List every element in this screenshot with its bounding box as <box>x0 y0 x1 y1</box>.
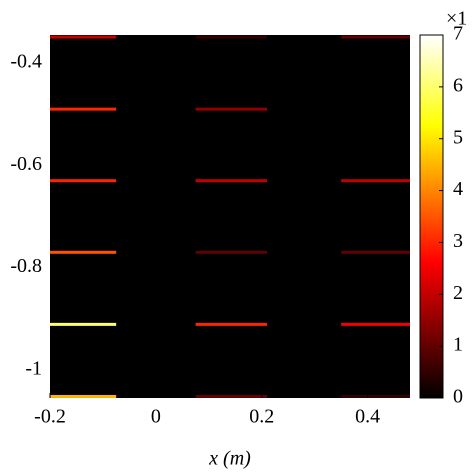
heat-streak <box>50 107 117 111</box>
colorbar-tick-label: 2 <box>453 282 463 304</box>
colorbar-label: ×1 <box>446 8 467 30</box>
colorbar-tick-label: 5 <box>453 126 463 148</box>
heat-streak <box>195 107 268 111</box>
heat-streak <box>341 322 410 326</box>
heat-streak <box>50 35 117 39</box>
colorbar-tick-label: 1 <box>453 334 463 356</box>
heat-streak <box>195 250 268 254</box>
x-tick-label: 0.2 <box>249 406 274 428</box>
heat-streak <box>50 394 117 398</box>
x-axis-label: x (m) <box>208 448 251 470</box>
y-tick-label: -1 <box>25 357 42 379</box>
heat-streak <box>195 179 268 183</box>
plot-area <box>50 35 410 398</box>
heat-streak <box>50 179 117 183</box>
heat-streak <box>195 394 268 398</box>
x-tick-label: 0.4 <box>355 406 380 428</box>
heat-streak <box>341 179 410 183</box>
colorbar-tick-label: 4 <box>453 178 463 200</box>
y-tick-label: -0.4 <box>10 51 42 73</box>
colorbar-tick-label: 3 <box>453 230 463 252</box>
heat-streak <box>195 35 268 39</box>
y-tick-label: -0.6 <box>10 153 42 175</box>
heat-streak <box>195 322 268 326</box>
colorbar-tick-label: 7 <box>453 23 463 45</box>
heat-streak <box>50 322 117 326</box>
colorbar <box>419 34 444 399</box>
colorbar-tick-label: 0 <box>453 386 463 408</box>
heat-streak <box>341 35 410 39</box>
heat-streak <box>341 394 410 398</box>
x-tick-label: 0 <box>151 406 161 428</box>
y-tick-label: -0.8 <box>10 255 42 277</box>
heat-streak <box>50 250 117 254</box>
heat-streak <box>341 250 410 254</box>
x-tick-label: -0.2 <box>34 406 66 428</box>
colorbar-tick-label: 6 <box>453 74 463 96</box>
